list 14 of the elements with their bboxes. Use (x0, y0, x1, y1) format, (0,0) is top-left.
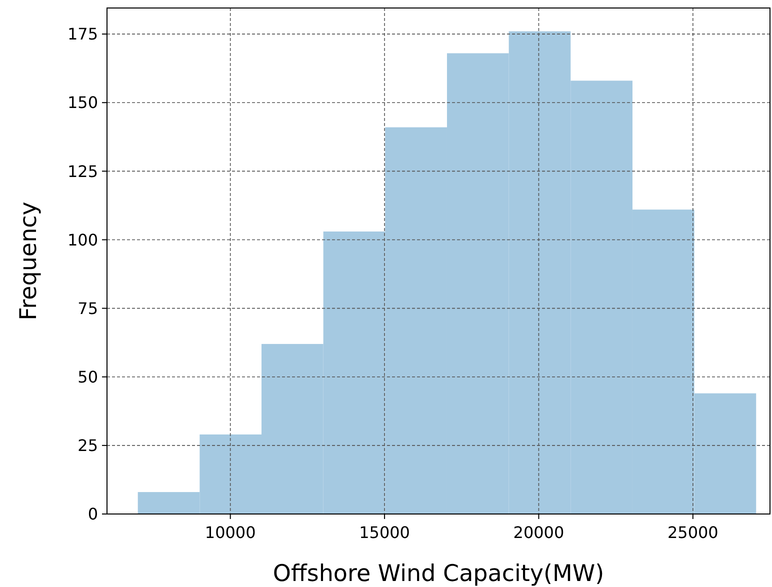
y-axis-title: Frequency (16, 202, 42, 320)
x-tick-label: 20000 (513, 523, 564, 542)
y-tick-label: 75 (78, 298, 98, 318)
y-tick-label: 100 (67, 230, 98, 250)
y-tick-label: 50 (78, 367, 98, 386)
x-tick-label: 25000 (667, 523, 718, 542)
x-axis-title: Offshore Wind Capacity(MW) (272, 561, 604, 587)
x-tick-label: 10000 (204, 523, 256, 542)
y-tick-label: 150 (67, 93, 98, 112)
y-tick-label: 25 (78, 436, 98, 456)
y-tick-label: 0 (88, 504, 98, 524)
x-tick-label: 15000 (359, 523, 410, 542)
y-tick-label: 175 (67, 24, 98, 44)
y-tick-label: 125 (67, 162, 98, 181)
